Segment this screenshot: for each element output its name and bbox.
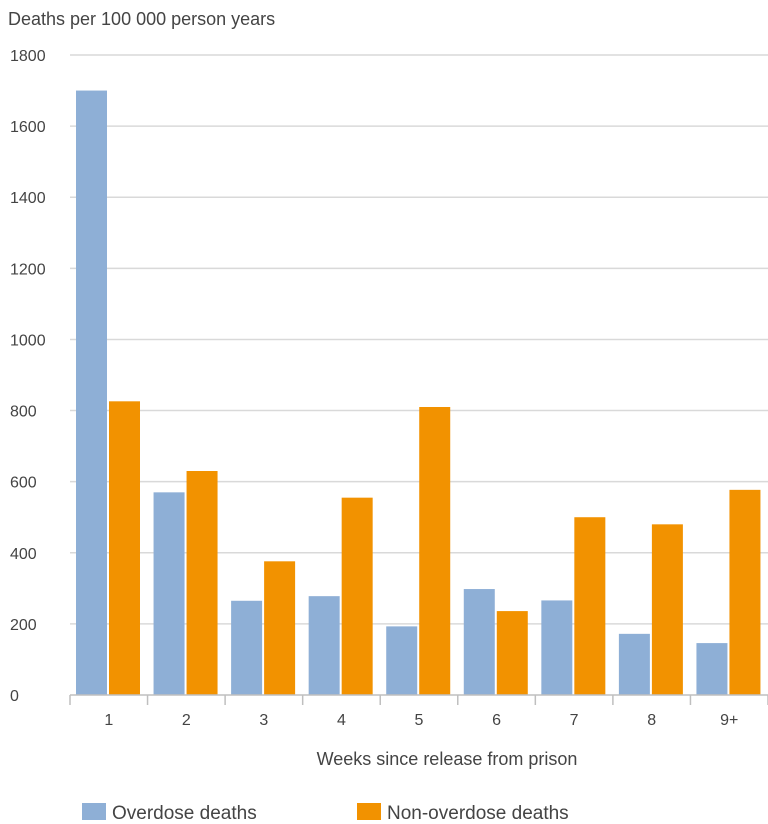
bar-overdose	[463, 589, 495, 695]
bar-overdose	[308, 596, 340, 695]
y-tick-label: 1600	[10, 119, 46, 136]
bar-overdose	[386, 626, 418, 695]
y-tick-label: 1000	[10, 332, 46, 349]
y-axis-title: Deaths per 100 000 person years	[8, 9, 275, 29]
bar-non-overdose	[186, 471, 218, 695]
bar-overdose	[76, 90, 107, 696]
bar-non-overdose	[651, 524, 683, 695]
bar-overdose	[153, 492, 185, 695]
bar-non-overdose	[729, 489, 761, 695]
legend-label-overdose: Overdose deaths	[112, 803, 257, 824]
y-tick-label: 1200	[10, 261, 46, 278]
bar-non-overdose	[496, 611, 528, 695]
x-tick-label: 9+	[720, 712, 738, 729]
bar-overdose	[541, 600, 573, 695]
legend-swatch-overdose	[82, 803, 106, 820]
y-tick-label: 400	[10, 546, 37, 563]
y-tick-label: 1800	[10, 48, 46, 65]
bar-non-overdose	[341, 497, 373, 695]
bar-non-overdose	[264, 561, 296, 695]
bar-overdose	[231, 600, 263, 695]
y-tick-label: 1400	[10, 190, 46, 207]
gridlines	[70, 54, 768, 625]
bar-overdose	[696, 643, 728, 695]
bar-overdose	[618, 633, 650, 695]
legend-label-non-overdose: Non-overdose deaths	[387, 803, 569, 824]
x-tick-label: 1	[104, 712, 113, 729]
x-axis-title: Weeks since release from prison	[317, 749, 578, 769]
y-tick-label: 0	[10, 688, 19, 705]
y-tick-label: 800	[10, 404, 37, 421]
bar-non-overdose	[419, 407, 451, 695]
x-tick-label: 7	[570, 712, 579, 729]
bar-non-overdose	[574, 517, 606, 695]
y-tick-label: 600	[10, 475, 37, 492]
bars	[76, 90, 761, 696]
legend-swatch-non-overdose	[357, 803, 381, 820]
x-tick-label: 3	[259, 712, 268, 729]
legend: Overdose deaths Non-overdose deaths	[82, 803, 569, 824]
x-tick-label: 8	[647, 712, 656, 729]
x-axis: 1 2 3 4 5 6 7 8 9+	[69, 694, 768, 729]
y-axis-ticks: 0 200 400 600 800 1000 1200 1400 1600 1800	[10, 48, 46, 705]
x-tick-label: 5	[415, 712, 424, 729]
bar-non-overdose	[109, 401, 140, 695]
x-tick-label: 4	[337, 712, 346, 729]
x-tick-label: 2	[182, 712, 191, 729]
y-tick-label: 200	[10, 617, 37, 634]
x-tick-label: 6	[492, 712, 501, 729]
